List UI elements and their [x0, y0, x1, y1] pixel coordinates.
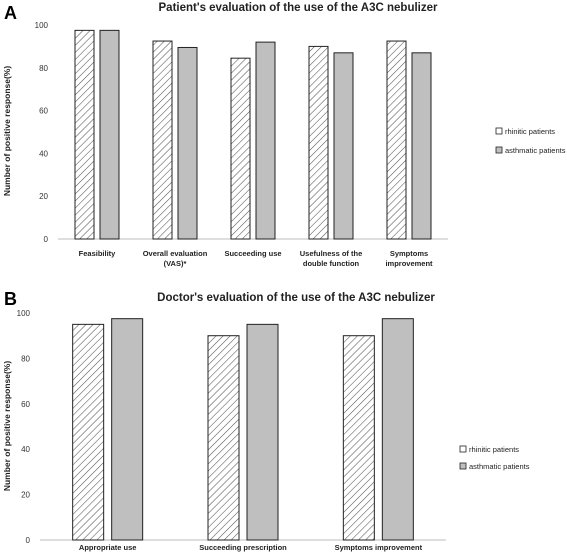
category-label-a: improvement — [385, 259, 433, 268]
y-tick-label-a: 0 — [44, 235, 49, 244]
y-tick-label-b: 20 — [21, 491, 30, 500]
y-tick-label-a: 80 — [39, 64, 48, 73]
chart-title-a: Patient's evaluation of the use of the A… — [159, 2, 439, 14]
legend-label-asthmatic-b: asthmatic patients — [469, 462, 530, 471]
category-label-a: double function — [303, 259, 360, 268]
bar-asthmatic-b — [111, 318, 144, 541]
y-tick-label-b: 100 — [17, 309, 31, 318]
legend-label-rhinitic-a: rhinitic patients — [505, 127, 555, 136]
y-axis-title-a: Number of positive response(%) — [2, 66, 12, 197]
panel-letter-b: B — [4, 289, 17, 309]
category-label-a: Feasibility — [79, 249, 117, 258]
y-tick-label-b: 40 — [21, 445, 30, 454]
legend-swatch-rhinitic-a — [495, 127, 503, 135]
y-tick-label-a: 60 — [39, 107, 48, 116]
category-label-a: Succeeding use — [224, 249, 281, 258]
category-label-b: Appropriate use — [79, 543, 137, 552]
legend-label-asthmatic-a: asthmatic patients — [505, 146, 566, 155]
bar-rhinitic-a — [230, 57, 251, 240]
bar-rhinitic-a — [74, 29, 95, 240]
bar-asthmatic-a — [333, 52, 354, 240]
category-label-b: Symptoms improvement — [335, 543, 423, 552]
category-label-b: Succeeding prescription — [199, 543, 287, 552]
bar-asthmatic-b — [246, 323, 279, 541]
y-axis-title-b: Number of positive response(%) — [2, 361, 12, 492]
y-tick-label-a: 100 — [35, 21, 49, 30]
category-label-a: Usefulness of the — [300, 249, 363, 258]
legend-swatch-asthmatic-a — [495, 146, 503, 154]
chart-title-b: Doctor's evaluation of the use of the A3… — [157, 292, 435, 304]
bar-rhinitic-b — [72, 323, 105, 541]
chart-panel-b: B Doctor's evaluation of the use of the … — [2, 289, 530, 552]
y-tick-label-a: 40 — [39, 149, 48, 158]
bar-asthmatic-a — [177, 46, 198, 240]
y-tick-label-a: 20 — [39, 192, 48, 201]
y-tick-label-b: 80 — [21, 354, 30, 363]
bar-rhinitic-a — [308, 45, 329, 240]
bar-asthmatic-a — [411, 52, 432, 240]
bar-rhinitic-a — [152, 40, 173, 240]
bar-rhinitic-b — [207, 335, 240, 541]
bar-rhinitic-b — [342, 335, 375, 541]
panel-letter-a: A — [4, 3, 17, 23]
chart-panel-a: A Patient's evaluation of the use of the… — [2, 2, 566, 268]
bar-asthmatic-a — [255, 41, 276, 240]
category-label-a: Overall evaluation — [143, 249, 208, 258]
legend-swatch-asthmatic-b — [459, 462, 467, 470]
legend-swatch-rhinitic-b — [459, 445, 467, 453]
bar-rhinitic-a — [386, 40, 407, 240]
category-label-a: Symptoms — [390, 249, 428, 258]
bar-asthmatic-b — [381, 318, 414, 541]
category-label-a: (VAS)* — [164, 259, 187, 268]
bar-asthmatic-a — [99, 29, 120, 240]
y-tick-label-b: 0 — [26, 536, 31, 545]
legend-label-rhinitic-b: rhinitic patients — [469, 445, 519, 454]
y-tick-label-b: 60 — [21, 400, 30, 409]
